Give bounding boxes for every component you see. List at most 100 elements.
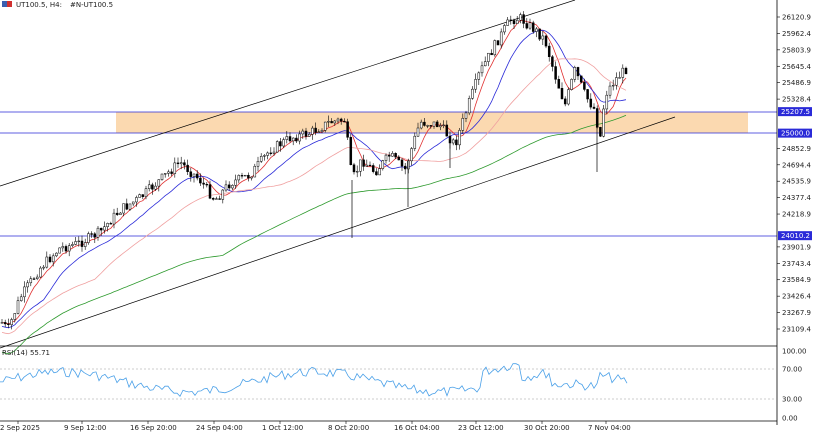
candle-body	[250, 176, 253, 179]
candle-body	[237, 175, 241, 181]
candle-body	[157, 179, 161, 187]
symbol-icon-flag	[7, 1, 12, 7]
candle-body	[176, 162, 180, 165]
channel-upper-line	[0, 0, 576, 187]
price-tick-label: 23584.9	[782, 276, 811, 284]
candle-body	[493, 40, 497, 56]
candle-body	[487, 52, 490, 62]
price-tick-label: 23901.9	[782, 243, 811, 251]
candle-body	[298, 133, 301, 142]
candle-body	[112, 212, 116, 225]
candle-body	[467, 98, 471, 114]
candle-body	[202, 182, 205, 185]
price-level-tags: 25207.5 25000.0 24010.2	[778, 107, 812, 241]
candle-body	[327, 121, 330, 123]
candle-body	[144, 188, 148, 197]
candle-body	[362, 159, 365, 167]
candle-body	[490, 52, 493, 56]
candle-body	[64, 246, 68, 252]
candle-body	[311, 127, 314, 135]
candle-body	[186, 164, 189, 172]
candle-body	[224, 184, 228, 191]
candle-body	[330, 121, 333, 124]
price-tag-label: 24010.2	[781, 232, 810, 240]
candle-body	[583, 82, 586, 90]
candle-body	[282, 139, 285, 147]
candle-body	[10, 319, 13, 325]
moving-average-line	[1, 58, 627, 335]
candle-body	[538, 28, 541, 40]
candle-body	[483, 61, 487, 67]
price-tick-label: 24535.9	[782, 178, 811, 186]
candle-body	[275, 141, 279, 153]
chart-header: UT100.5, H4: #N-UT100.5	[2, 1, 113, 9]
candle-body	[192, 173, 196, 177]
candle-body	[125, 203, 129, 210]
candle-body	[99, 227, 103, 231]
candle-body	[339, 118, 343, 122]
rsi-tick-label: 70.00	[782, 366, 802, 374]
time-tick-label: 2 Sep 2025	[0, 424, 40, 432]
candle-body	[189, 171, 193, 177]
candle-body	[471, 88, 474, 99]
time-tick-label: 23 Oct 12:00	[458, 424, 504, 432]
candle-body	[519, 14, 522, 21]
candle-body	[234, 179, 237, 186]
candle-body	[29, 278, 33, 284]
candle-body	[87, 233, 90, 243]
candle-body	[106, 223, 109, 227]
candle-body	[384, 154, 388, 161]
rsi-tick-label: 100.00	[782, 348, 807, 356]
candle-body	[346, 121, 349, 138]
candle-body	[115, 212, 119, 215]
candle-body	[256, 161, 260, 167]
candle-body	[195, 173, 199, 179]
candle-body	[0, 322, 4, 324]
moving-average-line	[1, 29, 627, 329]
candle-body	[503, 25, 506, 33]
candle-body	[77, 240, 81, 243]
candle-body	[570, 79, 573, 90]
candle-body	[611, 84, 615, 87]
time-tick-label: 1 Oct 12:00	[262, 424, 303, 432]
candle-body	[531, 22, 535, 32]
candle-body	[458, 130, 461, 146]
candle-body	[525, 23, 529, 29]
candle-body	[61, 246, 65, 249]
candle-body	[455, 139, 458, 146]
candle-body	[477, 72, 481, 80]
candle-body	[551, 56, 554, 67]
candle-body	[205, 183, 209, 186]
candle-body	[410, 148, 413, 162]
time-axis: 2 Sep 2025 9 Sep 12:00 16 Sep 20:00 24 Sep …	[0, 421, 631, 432]
candle-body	[170, 171, 173, 174]
candle-body	[429, 125, 433, 127]
candle-body	[103, 226, 106, 231]
candle-body	[301, 130, 305, 135]
candle-body	[291, 137, 295, 142]
price-tick-label: 23426.4	[782, 293, 811, 301]
candle-body	[183, 162, 186, 166]
candle-body	[317, 131, 321, 133]
price-tick-label: 23109.4	[782, 326, 811, 334]
candle-body	[586, 89, 589, 100]
price-tick-label: 25645.4	[782, 63, 811, 71]
candle-body	[615, 77, 618, 86]
candle-body	[391, 153, 394, 157]
candle-body	[32, 278, 36, 280]
candle-body	[547, 45, 551, 57]
candle-body	[589, 98, 593, 108]
candle-body	[154, 185, 157, 190]
candle-body	[288, 136, 292, 142]
candle-body	[515, 19, 519, 24]
candle-body	[90, 233, 93, 235]
candle-body	[39, 267, 42, 278]
candle-body	[563, 98, 567, 105]
candle-body	[179, 162, 183, 165]
candle-body	[605, 94, 609, 110]
candle-body	[355, 171, 359, 173]
candle-body	[243, 174, 247, 177]
price-axis: 26120.9 25962.4 25803.9 25645.4 25486.9 25328…	[777, 14, 811, 334]
candle-body	[151, 184, 154, 190]
